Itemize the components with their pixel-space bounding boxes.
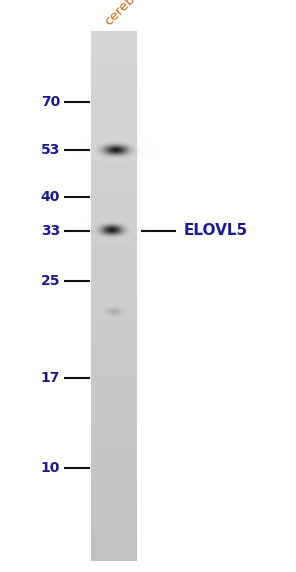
Text: 17: 17 [41,371,60,384]
Text: 10: 10 [41,461,60,475]
Text: 33: 33 [41,224,60,237]
Text: ELOVL5: ELOVL5 [184,223,248,238]
Text: 25: 25 [41,275,60,288]
Text: 40: 40 [41,190,60,204]
Text: cerebrum: cerebrum [102,0,157,29]
Text: 53: 53 [41,144,60,157]
Text: 70: 70 [41,95,60,109]
